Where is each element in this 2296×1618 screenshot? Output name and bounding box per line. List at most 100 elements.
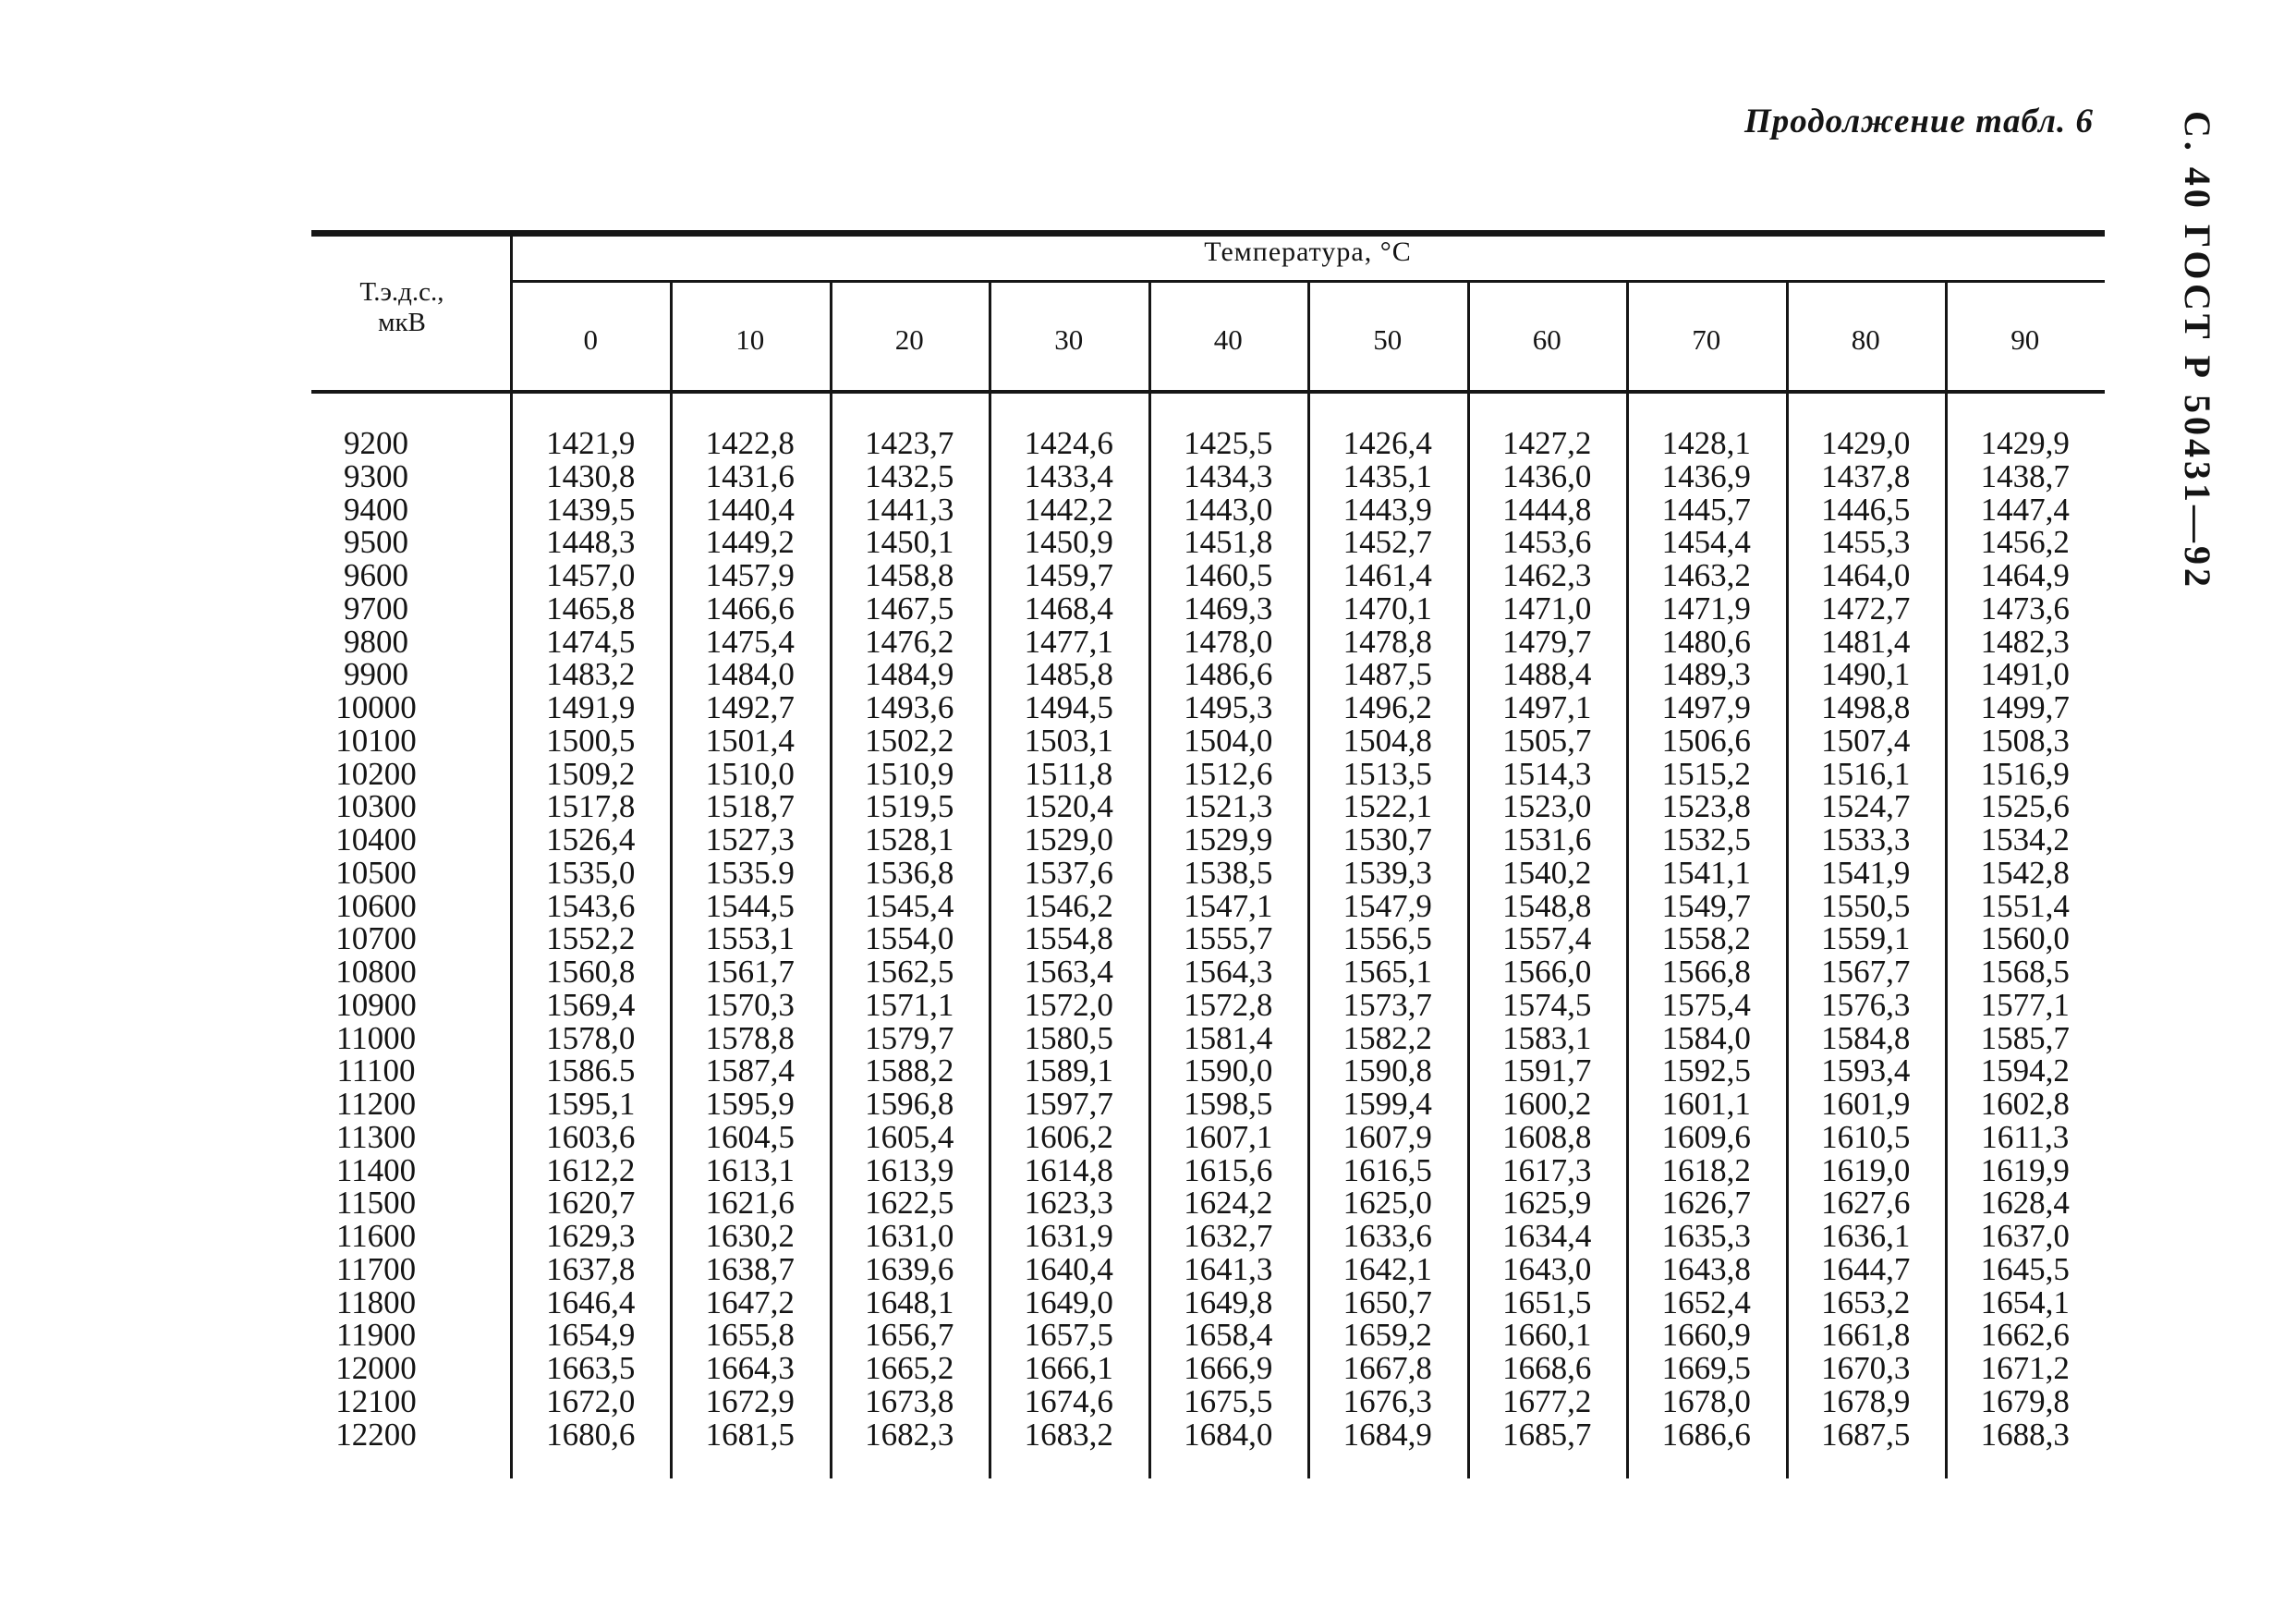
row-label-emf: 10200: [335, 755, 417, 792]
temperature-value-cell: 1584,8: [1821, 1019, 1911, 1056]
temperature-value-cell: 1476,2: [865, 623, 954, 660]
temperature-value-cell: 1598,5: [1184, 1086, 1273, 1122]
temperature-value-cell: 1631,9: [1024, 1218, 1113, 1254]
temperature-value-cell: 1595,1: [546, 1086, 636, 1122]
temperature-value-cell: 1445,7: [1661, 491, 1751, 528]
temperature-value-cell: 1585,7: [1980, 1019, 2070, 1056]
temperature-value-cell: 1588,2: [865, 1052, 954, 1089]
temperature-value-cell: 1625,9: [1502, 1185, 1592, 1222]
temperature-value-cell: 1541,9: [1821, 854, 1911, 891]
temperature-value-cell: 1458,8: [865, 557, 954, 593]
temperature-value-cell: 1450,1: [865, 524, 954, 561]
temperature-value-cell: 1658,4: [1184, 1317, 1273, 1354]
temperature-value-cell: 1467,5: [865, 590, 954, 627]
temperature-value-cell: 1515,2: [1661, 755, 1751, 792]
temperature-value-cell: 1595,9: [705, 1086, 795, 1122]
temperature-value-cell: 1659,2: [1342, 1317, 1432, 1354]
table-row: 12100 1672,0 1672,9 1673,8 1674,6 1675,5 1676,…: [311, 1382, 2105, 1419]
row-label-emf: 10700: [335, 920, 417, 957]
table-row: 11300 1603,6 1604,5 1605,4 1606,2 1607,1 1607,…: [311, 1118, 2105, 1155]
row-label-emf: 10800: [335, 954, 417, 990]
temperature-value-cell: 1626,7: [1661, 1185, 1751, 1222]
column-header: 60: [1532, 323, 1561, 356]
temperature-value-cell: 1613,9: [865, 1151, 954, 1188]
table-row: 9900 1483,2 1484,0 1484,9 1485,8 1486,6 1487,5…: [311, 658, 2105, 691]
temperature-value-cell: 1584,0: [1661, 1019, 1751, 1056]
temperature-value-cell: 1601,9: [1821, 1086, 1911, 1122]
temperature-value-cell: 1641,3: [1184, 1250, 1273, 1287]
temperature-value-cell: 1437,8: [1821, 457, 1911, 494]
temperature-value-cell: 1635,3: [1661, 1218, 1751, 1254]
temperature-value-cell: 1634,4: [1502, 1218, 1592, 1254]
temperature-value-cell: 1477,1: [1024, 623, 1113, 660]
column-header: 50: [1373, 323, 1403, 356]
temperature-value-cell: 1671,2: [1980, 1350, 2070, 1386]
temperature-value-cell: 1560,0: [1980, 920, 2070, 957]
table-row: 10700 1552,2 1553,1 1554,0 1554,8 1555,7 1556,…: [311, 922, 2105, 955]
temperature-value-cell: 1666,9: [1184, 1350, 1273, 1386]
temperature-value-cell: 1518,7: [705, 788, 795, 825]
temperature-value-cell: 1438,7: [1980, 457, 2070, 494]
table-body: 9200 1421,9 1422,8 1423,7 1424,6 1425,5 1426,4…: [311, 427, 2105, 1451]
temperature-value-cell: 1460,5: [1184, 557, 1273, 593]
temperature-value-cell: 1661,8: [1821, 1317, 1911, 1354]
temperature-value-cell: 1582,2: [1342, 1019, 1432, 1056]
temperature-value-cell: 1569,4: [546, 986, 636, 1023]
temperature-value-cell: 1654,9: [546, 1317, 636, 1354]
temperature-value-cell: 1484,0: [705, 656, 795, 693]
temperature-value-cell: 1489,3: [1661, 656, 1751, 693]
temperature-value-cell: 1572,0: [1024, 986, 1113, 1023]
temperature-value-cell: 1601,1: [1661, 1086, 1751, 1122]
corner-header-line1: Т.э.д.с.,: [359, 277, 444, 307]
temperature-value-cell: 1596,8: [865, 1086, 954, 1122]
row-label-emf: 11900: [335, 1317, 417, 1354]
temperature-value-cell: 1543,6: [546, 887, 636, 924]
temperature-value-cell: 1498,8: [1821, 689, 1911, 725]
temperature-value-cell: 1675,5: [1184, 1382, 1273, 1419]
table-row: 11800 1646,4 1647,2 1648,1 1649,0 1649,8 1650,…: [311, 1283, 2105, 1320]
table-row: 10400 1526,4 1527,3 1528,1 1529,0 1529,9 1530,…: [311, 823, 2105, 857]
temperature-value-cell: 1665,2: [865, 1350, 954, 1386]
temperature-value-cell: 1508,3: [1980, 722, 2070, 759]
temperature-value-cell: 1681,5: [705, 1416, 795, 1453]
temperature-value-cell: 1514,3: [1502, 755, 1592, 792]
table-row: 9600 1457,0 1457,9 1458,8 1459,7 1460,5 1461,4…: [311, 559, 2105, 592]
temperature-value-cell: 1523,0: [1502, 788, 1592, 825]
temperature-value-cell: 1495,3: [1184, 689, 1273, 725]
temperature-value-cell: 1436,9: [1661, 457, 1751, 494]
table-rule-under-column-headers: [311, 390, 2105, 394]
temperature-value-cell: 1664,3: [705, 1350, 795, 1386]
temperature-value-cell: 1538,5: [1184, 854, 1273, 891]
temperature-value-cell: 1654,1: [1980, 1283, 2070, 1320]
table-divider-vertical: [670, 282, 673, 1478]
temperature-value-cell: 1632,7: [1184, 1218, 1273, 1254]
temperature-value-cell: 1468,4: [1024, 590, 1113, 627]
row-label-emf: 9300: [344, 457, 408, 494]
temperature-value-cell: 1646,4: [546, 1283, 636, 1320]
row-label-emf: 9500: [344, 524, 408, 561]
temperature-value-cell: 1670,3: [1821, 1350, 1911, 1386]
temperature-value-cell: 1443,9: [1342, 491, 1432, 528]
temperature-value-cell: 1483,2: [546, 656, 636, 693]
temperature-value-cell: 1452,7: [1342, 524, 1432, 561]
temperature-value-cell: 1504,8: [1342, 722, 1432, 759]
temperature-value-cell: 1608,8: [1502, 1118, 1592, 1155]
row-label-emf: 11300: [335, 1118, 417, 1155]
temperature-value-cell: 1531,6: [1502, 821, 1592, 858]
table-divider-vertical: [1148, 282, 1151, 1478]
temperature-value-cell: 1570,3: [705, 986, 795, 1023]
temperature-value-cell: 1619,9: [1980, 1151, 2070, 1188]
temperature-value-cell: 1465,8: [546, 590, 636, 627]
temperature-value-cell: 1487,5: [1342, 656, 1432, 693]
temperature-value-cell: 1673,8: [865, 1382, 954, 1419]
continuation-note: Продолжение табл. 6: [1744, 103, 2094, 140]
temperature-value-cell: 1446,5: [1821, 491, 1911, 528]
temperature-value-cell: 1447,4: [1980, 491, 2070, 528]
temperature-value-cell: 1464,0: [1821, 557, 1911, 593]
temperature-value-cell: 1444,8: [1502, 491, 1592, 528]
temperature-value-cell: 1511,8: [1025, 755, 1113, 792]
temperature-value-cell: 1517,8: [546, 788, 636, 825]
temperature-value-cell: 1440,4: [705, 491, 795, 528]
table-row: 10500 1535,0 1535.9 1536,8 1537,6 1538,5 1539,…: [311, 854, 2105, 891]
temperature-value-cell: 1522,1: [1342, 788, 1432, 825]
